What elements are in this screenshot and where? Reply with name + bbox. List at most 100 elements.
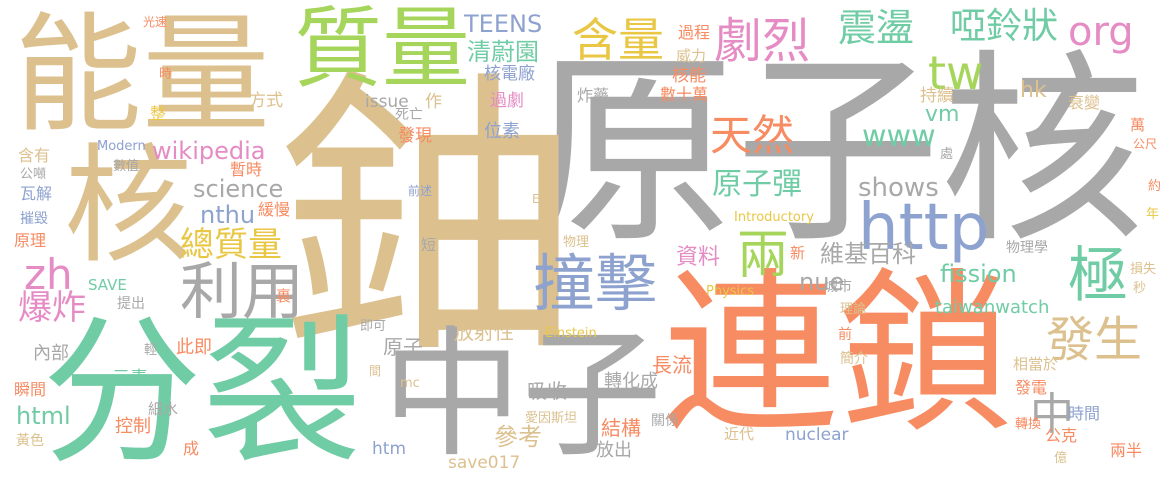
word-shuaibian: 衰變	[1068, 93, 1101, 112]
word-weisu: 位素	[484, 121, 520, 142]
word-fasheng: 發生	[1046, 312, 1143, 368]
word-zheng: 整	[150, 104, 167, 123]
word-xishui: 細水	[148, 400, 179, 418]
word-faxian: 發現	[398, 126, 432, 146]
word-cuihui: 摧毀	[20, 211, 48, 227]
word-issue: issue	[365, 92, 409, 112]
word-guangsu: 光速	[143, 15, 168, 29]
word-teens: TEENS	[464, 10, 543, 38]
word-liang: 兩	[737, 226, 790, 286]
word-wajie: 瓦解	[20, 184, 53, 203]
word-einstein: Einstein	[545, 326, 597, 341]
word-taiwanwatch: taiwanwatch	[935, 297, 1050, 318]
word-fadian: 發電	[1015, 378, 1048, 397]
word-nthu: nthu	[200, 201, 256, 229]
word-yuanzihe: 原子核	[530, 33, 1145, 271]
word-shi: 時	[159, 67, 173, 82]
word-baozha: 爆炸	[18, 288, 86, 328]
word-lilun: 理論	[840, 302, 867, 317]
word-julie: 劇烈	[714, 13, 811, 69]
word-yuanzidan: 原子彈	[712, 167, 802, 202]
word-save017: save017	[448, 453, 521, 473]
word-fangchu: 放出	[596, 440, 632, 461]
word-jindai: 近代	[724, 425, 755, 443]
word-introductory: Introductory	[734, 210, 814, 225]
word-gongke: 公克	[1045, 426, 1078, 445]
word-fangshexing: 放射性	[454, 320, 514, 344]
word-yue: 約	[1148, 179, 1162, 194]
word-hk: hk	[1020, 78, 1047, 103]
word-tianran: 天然	[710, 111, 795, 160]
word-shushiwan: 數十萬	[660, 85, 709, 104]
word-hanyou: 含有	[18, 146, 51, 165]
word-jike: 即可	[360, 319, 387, 334]
word-ziliao: 資料	[676, 245, 721, 270]
word-zhuanhuacheng: 轉化成	[604, 371, 658, 392]
word-xiangdangyu: 相當於	[1013, 355, 1059, 373]
word-chu: 處	[940, 147, 954, 162]
word-zanshi: 暫時	[230, 160, 263, 179]
word-zuo: 作	[425, 92, 442, 112]
word-shunjian: 瞬間	[14, 380, 47, 399]
word-fenlie: 分裂	[42, 299, 363, 482]
word-huanman: 緩慢	[258, 200, 291, 219]
word-zhong: 中	[1030, 389, 1074, 440]
word-zhendang: 震盪	[838, 6, 915, 50]
word-fangshi: 方式	[249, 91, 283, 111]
word-sunshi: 損失	[1130, 262, 1157, 277]
word-nue: nue	[799, 268, 845, 296]
word-htm: htm	[372, 439, 406, 459]
word-zhongzi: 中子	[382, 314, 663, 477]
word-shuzhi: 數值	[113, 159, 140, 174]
word-wulixue: 物理學	[1006, 240, 1048, 256]
word-qing: 輕	[144, 343, 158, 358]
word-zh: zh	[24, 250, 73, 299]
word-hanliang: 含量	[572, 13, 664, 67]
word-wan: 萬	[1130, 116, 1146, 134]
word-aiyinsitan: 愛因斯坦	[525, 411, 578, 426]
word-chixu: 持續	[920, 86, 954, 106]
word-xishou: 吸收	[527, 379, 567, 403]
word-jian: 間	[369, 364, 382, 378]
word-html: html	[16, 402, 71, 430]
word-science: science	[193, 175, 284, 203]
word-zhuanhuan: 轉換	[1015, 417, 1042, 432]
word-hedianchang: 核電廠	[484, 64, 535, 84]
word-tw: tw	[928, 46, 984, 100]
word-zhuangji: 撞擊	[533, 247, 658, 320]
word-wuli: 物理	[563, 235, 590, 250]
word-shows: shows	[858, 173, 939, 203]
word-nian: 年	[1146, 207, 1160, 222]
word-fission: fission	[940, 260, 1017, 288]
word-modern: Modern	[97, 139, 146, 154]
word-guanxi: 關係	[651, 413, 679, 429]
word-changliu: 長流	[652, 353, 692, 377]
word-yalingzhuang: 啞鈴狀	[950, 6, 1059, 47]
word-liyong: 利用	[180, 255, 305, 328]
word-xin: 新	[790, 244, 806, 262]
word-kongzhi: 控制	[115, 416, 151, 437]
word-gongchi: 公尺	[1133, 137, 1158, 151]
word-e: E	[532, 192, 540, 206]
word-zhayao: 炸藥	[577, 86, 610, 105]
word-liangban: 兩半	[1110, 441, 1143, 460]
word-shijian: 時間	[1068, 404, 1101, 423]
word-ciji: 此即	[176, 337, 212, 358]
word-duan: 短	[421, 236, 437, 254]
word-yuanzi: 原子	[383, 335, 423, 359]
word-he: 核	[64, 132, 193, 281]
word-yuansu: 元素	[112, 368, 148, 389]
word-mc: mc	[400, 376, 420, 391]
word-save: SAVE	[88, 276, 127, 294]
word-lianxuo: 連鎖	[663, 254, 1013, 457]
word-weiji: 維基百科	[820, 240, 916, 268]
word-yuanli: 原理	[14, 231, 47, 250]
word-guocheng: 過程	[678, 23, 711, 42]
word-guoju: 過劇	[490, 91, 524, 111]
word-jiegou: 結構	[601, 416, 641, 440]
word-li: 裏	[276, 287, 292, 305]
word-you: 鈾	[278, 45, 578, 394]
word-chengshi: 城市	[824, 279, 852, 295]
word-yi: 億	[1054, 451, 1068, 466]
